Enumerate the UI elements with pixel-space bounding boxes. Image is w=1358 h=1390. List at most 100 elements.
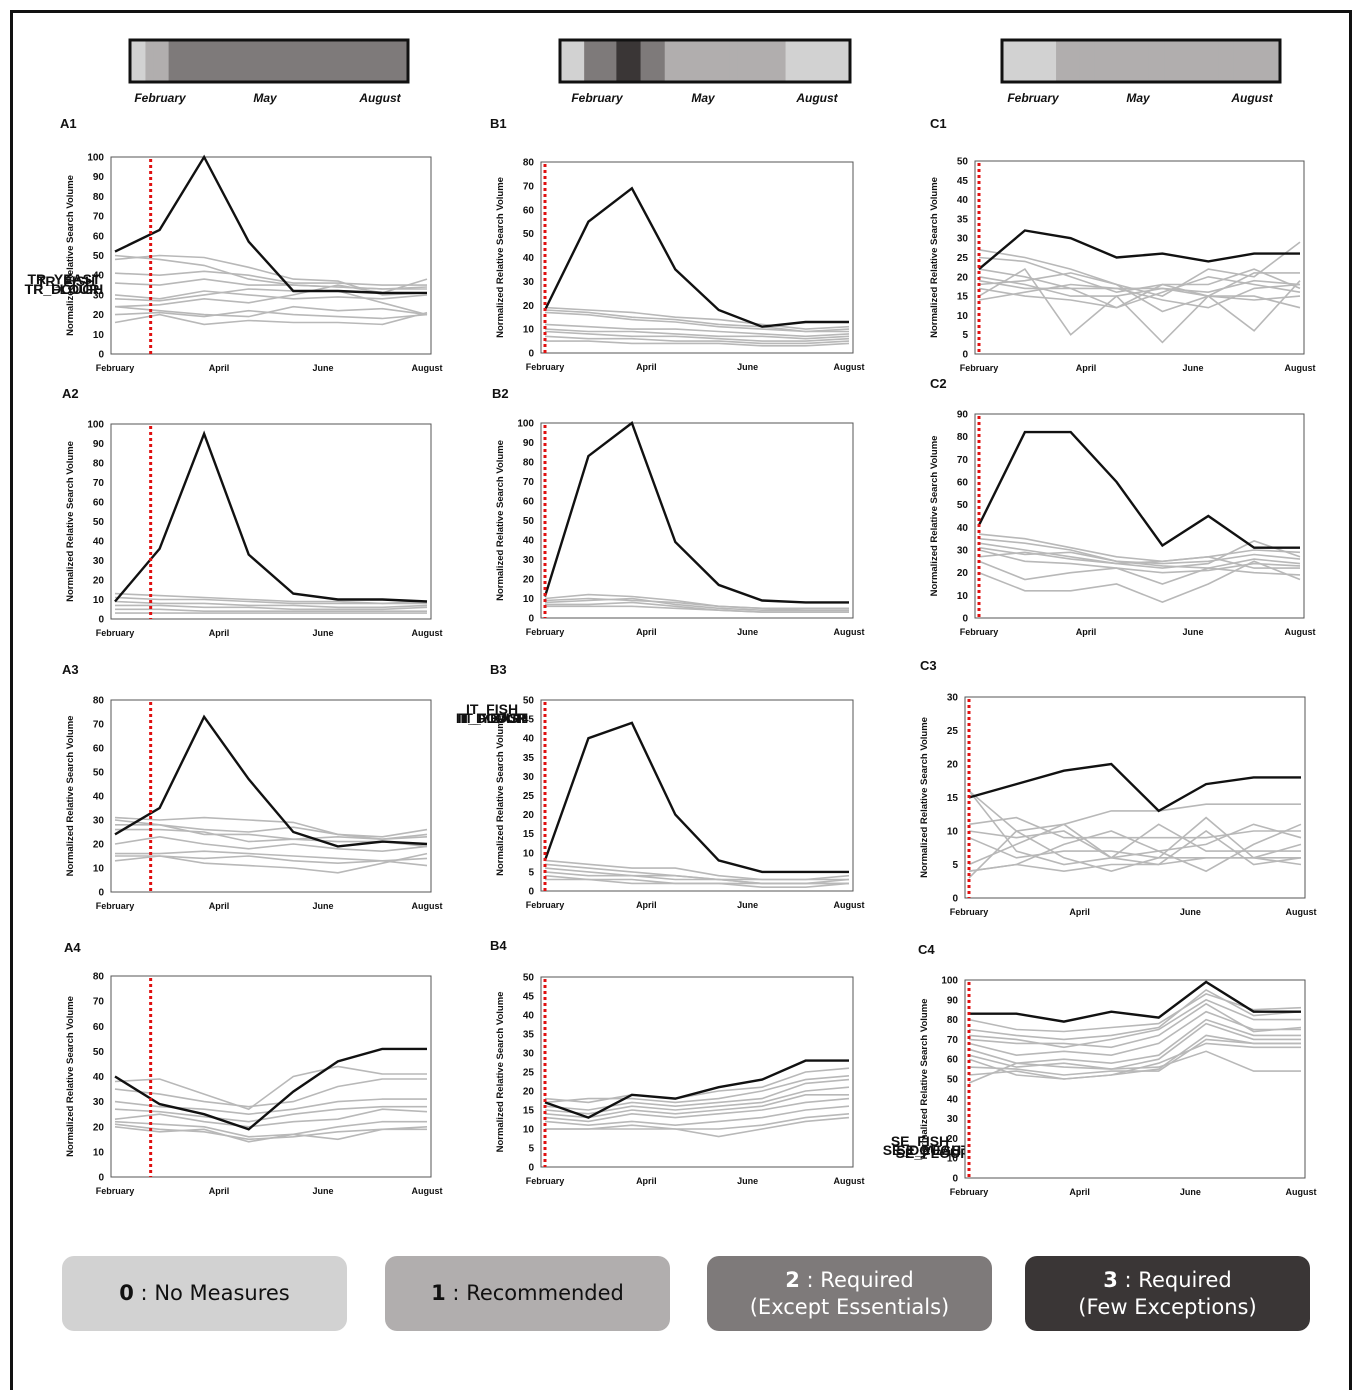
chart-A2-x-tick-label: April xyxy=(209,628,230,638)
timeline-A-segment xyxy=(330,40,340,82)
chart-B2: B2 IT_YEAST 0 10 20 30 40 50 60 70 80 90 100 February… xyxy=(461,386,865,726)
chart-C3-y-tick-label: 15 xyxy=(947,793,959,804)
chart-B1-series-line xyxy=(544,311,849,333)
chart-B2-y-tick-label: 70 xyxy=(523,477,535,488)
chart-C4-y-tick-label: 30 xyxy=(947,1114,959,1125)
chart-C4-y-tick-label: 50 xyxy=(947,1075,959,1086)
chart-A2-y-tick-label: 50 xyxy=(93,517,105,528)
timeline-B-segment xyxy=(648,40,658,82)
chart-C3-y-tick-label: 0 xyxy=(952,894,958,905)
legend-item-3-text: Required xyxy=(1138,1267,1232,1292)
chart-B3-y-tick-label: 15 xyxy=(523,829,535,840)
chart-B4-series-line xyxy=(544,1094,849,1119)
chart-B1-x-tick-label: August xyxy=(834,362,865,372)
chart-A2: A2TR_YEAST0102030405060708090100February… xyxy=(27,271,442,638)
chart-A3-x-tick-label: June xyxy=(312,901,333,911)
legend-item-3-number: 3 xyxy=(1103,1267,1118,1292)
chart-B3-y-tick-label: 45 xyxy=(523,715,535,726)
chart-C3-series-line xyxy=(968,790,1301,832)
timeline-B-label: May xyxy=(691,91,716,105)
chart-C2-y-tick-label: 40 xyxy=(957,523,969,534)
timeline-A-segment xyxy=(168,40,177,82)
chart-A4-y-tick-label: 20 xyxy=(93,1122,105,1133)
timeline-A-label: May xyxy=(253,91,278,105)
timeline-B-segment xyxy=(664,40,674,82)
chart-B3-y-tick-label: 50 xyxy=(523,696,535,707)
timeline-B-segment xyxy=(672,40,682,82)
chart-C2-title: SE_YEAST xyxy=(896,1142,970,1158)
chart-A1-y-tick-label: 50 xyxy=(93,251,105,262)
chart-C1-series-line xyxy=(978,276,1301,297)
chart-C4-series-line xyxy=(968,1010,1301,1057)
timeline-A-segment xyxy=(191,40,201,82)
chart-A2-y-tick-label: 70 xyxy=(93,478,105,489)
chart-C2-x-tick-label: June xyxy=(1182,627,1203,637)
legend-item-1-number: 1 xyxy=(431,1281,446,1305)
chart-A3-y-tick-label: 70 xyxy=(93,720,105,731)
chart-C3-y-tick-label: 5 xyxy=(952,860,958,871)
chart-A4-series-line xyxy=(114,1065,427,1111)
chart-C4-y-tick-label: 0 xyxy=(952,1174,958,1185)
timeline-A-segment xyxy=(137,40,147,82)
timeline-A-segment xyxy=(130,40,139,82)
chart-B3-x-tick-label: June xyxy=(737,900,758,910)
timeline-C-segment xyxy=(1117,40,1127,82)
timeline-B-label: August xyxy=(795,91,838,105)
timeline-A-segment xyxy=(392,40,401,82)
chart-C3-x-tick-label: June xyxy=(1180,907,1201,917)
chart-A2-y-tick-label: 20 xyxy=(93,576,105,587)
chart-A4-x-tick-label: August xyxy=(412,1186,443,1196)
chart-B1-y-tick-label: 60 xyxy=(523,205,535,216)
chart-B2-highlight-line xyxy=(543,421,849,604)
chart-C1-y-tick-label: 20 xyxy=(957,272,969,283)
chart-A4: A4 TR_FISH 0 10 20 30 40 50 60 70 80 February April J… xyxy=(37,273,443,1196)
timeline-B-segment xyxy=(680,40,690,82)
timeline-C-segment xyxy=(1071,40,1080,82)
chart-C1-x-tick-label: April xyxy=(1076,363,1097,373)
timeline-B-segment xyxy=(745,40,754,82)
chart-A3-series-line xyxy=(114,816,428,838)
chart-C4-series-line xyxy=(968,998,1301,1049)
timeline-B-segment xyxy=(688,40,698,82)
chart-B1-plot-area xyxy=(540,161,854,354)
timeline-C-segment xyxy=(1225,40,1235,82)
timeline-B-segment xyxy=(729,40,738,82)
chart-C1-x-tick-label: August xyxy=(1285,363,1316,373)
timeline-A-segment xyxy=(315,40,324,82)
chart-A2-x-tick-label: February xyxy=(96,628,135,638)
chart-B3-panel-label: B3 xyxy=(490,662,507,677)
timeline-C: February May August xyxy=(1000,38,1282,105)
timeline-B-segment xyxy=(721,40,730,82)
timeline-C-segment xyxy=(1148,40,1158,82)
chart-C2-y-tick-label: 10 xyxy=(957,591,969,602)
chart-A3-y-tick-label: 40 xyxy=(93,792,105,803)
chart-C2-series-line xyxy=(978,560,1301,603)
timeline-A-segment xyxy=(323,40,332,82)
chart-B2-y-tick-label: 10 xyxy=(523,594,535,605)
timeline-C-segment xyxy=(1256,40,1266,82)
chart-A1-x-tick-label: August xyxy=(412,363,443,373)
timeline-C-segment xyxy=(1040,40,1049,82)
chart-A3-y-tick-label: 50 xyxy=(93,768,105,779)
timeline-B-segment xyxy=(825,40,835,82)
timeline-A-segment xyxy=(299,40,309,82)
chart-C3-series-line xyxy=(968,816,1301,839)
chart-B1-y-tick-label: 10 xyxy=(523,325,535,336)
chart-A1-y-tick-label: 10 xyxy=(93,330,105,341)
timeline-B-segment xyxy=(592,40,601,82)
chart-C1-y-axis-label: Normalized Relative Search Volume xyxy=(929,177,940,338)
timeline-C-segment xyxy=(1133,40,1142,82)
timeline-C-segment xyxy=(1272,40,1281,82)
chart-B3-highlight-line xyxy=(543,721,849,874)
timeline-B-segment xyxy=(801,40,811,82)
chart-B1-series-line xyxy=(544,328,850,340)
chart-B1-y-tick-label: 70 xyxy=(523,181,535,192)
chart-A1-x-tick-label: February xyxy=(96,363,135,373)
chart-B4-y-tick-label: 15 xyxy=(523,1106,535,1117)
chart-A4-y-tick-label: 60 xyxy=(93,1022,105,1033)
chart-A2-y-tick-label: 100 xyxy=(87,420,104,431)
chart-B4-x-tick-label: April xyxy=(636,1176,657,1186)
chart-B2-panel-label: B2 xyxy=(492,386,509,401)
timeline-A-segment xyxy=(338,40,347,82)
